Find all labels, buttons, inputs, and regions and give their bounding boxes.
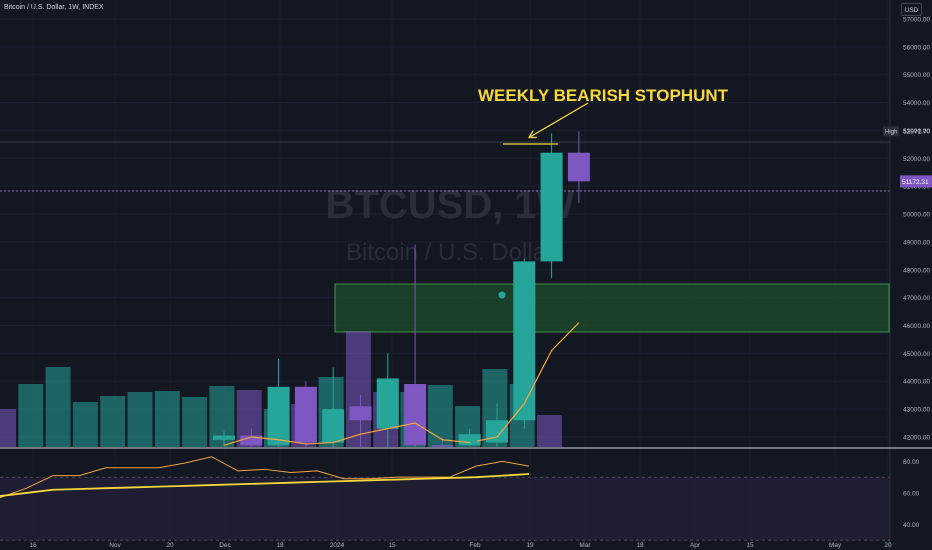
candle-body bbox=[540, 152, 563, 262]
time-tick-label: Dec bbox=[219, 542, 231, 549]
volume-bar bbox=[127, 392, 153, 447]
candle-body bbox=[458, 434, 481, 446]
signal-dot-lower bbox=[470, 438, 478, 446]
high-tag-bg bbox=[883, 126, 899, 137]
volume-bars bbox=[0, 331, 562, 447]
price-tick-label: 53000.00 bbox=[903, 128, 930, 135]
moving-average bbox=[223, 322, 580, 446]
candle-body bbox=[376, 378, 399, 429]
candle-body bbox=[349, 406, 372, 421]
time-tick-label: 15 bbox=[746, 542, 754, 549]
oscillator-tick-label: 80.00 bbox=[903, 459, 920, 466]
time-tick-label: Apr bbox=[690, 542, 701, 549]
demand-zone-box bbox=[334, 283, 890, 333]
signal-dot bbox=[498, 291, 506, 299]
time-tick-label: Nov bbox=[109, 542, 121, 549]
price-tick-label: 54000.00 bbox=[903, 100, 930, 107]
volume-bar bbox=[182, 397, 208, 447]
oscillator-tick-label: 60.00 bbox=[903, 490, 920, 497]
last-price-tag-value: 51172.31 bbox=[902, 179, 929, 186]
price-tick-label: 47000.00 bbox=[903, 295, 930, 302]
price-tick-label: 43000.00 bbox=[903, 407, 930, 414]
price-tick-label: 57000.00 bbox=[903, 16, 930, 23]
candle-body bbox=[322, 409, 345, 443]
annotation-layer: WEEKLY BEARISH STOPHUNT bbox=[470, 86, 729, 446]
price-tick-label: 50000.00 bbox=[903, 212, 930, 219]
volume-bar bbox=[45, 367, 71, 447]
high-tag-label: High bbox=[885, 130, 897, 136]
time-tick-label: 20 bbox=[884, 542, 892, 549]
volume-bar bbox=[18, 384, 44, 447]
price-tick-label: 56000.00 bbox=[903, 44, 930, 51]
currency-button[interactable]: USD bbox=[901, 3, 922, 16]
volume-bar bbox=[72, 402, 98, 447]
volume-bar bbox=[0, 409, 16, 447]
time-tick-label: 18 bbox=[636, 542, 644, 549]
price-tick-label: 46000.00 bbox=[903, 323, 930, 330]
oscillator-panel: 80.00 60.00 40.00 bbox=[0, 456, 920, 541]
price-tick-label: 49000.00 bbox=[903, 239, 930, 246]
watermark: BTCUSD, 1W Bitcoin / U.S. Dollar bbox=[326, 183, 575, 266]
price-tags: High 52971.70 51172.31 bbox=[883, 126, 932, 188]
candle-body bbox=[567, 152, 590, 182]
price-lines bbox=[0, 141, 890, 192]
demand-zone bbox=[334, 283, 890, 333]
high-tag-value: 52971.70 bbox=[903, 129, 930, 136]
price-tick-label: 45000.00 bbox=[903, 351, 930, 358]
price-tick-label: 48000.00 bbox=[903, 267, 930, 274]
chart-header-title: Bitcoin / U.S. Dollar, 1W, INDEX bbox=[4, 4, 104, 11]
time-tick-label: 20 bbox=[166, 542, 174, 549]
volume-bar bbox=[154, 391, 180, 447]
candle-body bbox=[213, 435, 235, 440]
time-tick-label: Mar bbox=[579, 542, 591, 549]
candle-body bbox=[240, 435, 263, 446]
candle-body bbox=[513, 261, 536, 421]
oscillator-line bbox=[0, 473, 530, 497]
candle-body bbox=[294, 386, 317, 443]
time-tick-label: 16 bbox=[29, 542, 37, 549]
candle-body bbox=[404, 384, 427, 446]
time-tick-label: 18 bbox=[276, 542, 284, 549]
price-tick-label: 44000.00 bbox=[903, 379, 930, 386]
candle-body bbox=[431, 445, 454, 447]
price-candles bbox=[213, 131, 590, 447]
annotation-text: WEEKLY BEARISH STOPHUNT bbox=[478, 86, 729, 105]
watermark-symbol: BTCUSD, 1W bbox=[326, 183, 575, 227]
time-tick-label: May bbox=[829, 542, 842, 549]
volume-bar bbox=[100, 396, 126, 447]
time-tick-label: 2024 bbox=[330, 542, 345, 549]
price-tick-label: 52000.00 bbox=[903, 156, 930, 163]
candle-body bbox=[486, 420, 508, 443]
oscillator-tick-label: 40.00 bbox=[903, 522, 920, 529]
volume-bar bbox=[537, 415, 562, 447]
oscillator-line bbox=[0, 456, 530, 499]
time-axis: 16 Nov 20 Dec 18 2024 15 Feb 19 Mar 18 Apr 15 May 20 bbox=[29, 542, 892, 549]
candle-body bbox=[267, 386, 290, 446]
time-tick-label: 19 bbox=[526, 542, 534, 549]
time-tick-label: Feb bbox=[469, 542, 481, 549]
annotation-arrow bbox=[530, 102, 589, 137]
last-price-tag-bg bbox=[900, 175, 932, 188]
volume-bar bbox=[427, 385, 453, 447]
grid-lines bbox=[0, 18, 890, 438]
ma-line bbox=[223, 322, 580, 446]
price-tick-label: 42000.00 bbox=[903, 434, 930, 441]
time-tick-label: 15 bbox=[388, 542, 396, 549]
volume-bar bbox=[345, 331, 371, 447]
price-tick-label: 55000.00 bbox=[903, 72, 930, 79]
